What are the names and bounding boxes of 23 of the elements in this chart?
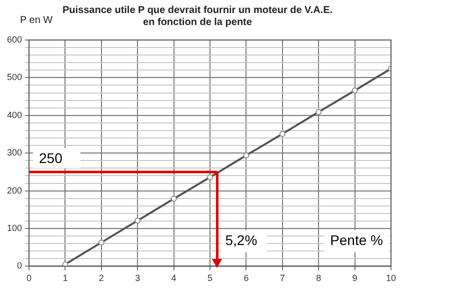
x-tick-label: 10 (386, 273, 396, 284)
x-tick-label: 0 (26, 273, 32, 284)
x-tick-label: 9 (352, 273, 358, 284)
y-tick-label: 200 (6, 185, 22, 196)
x-axis-title: Pente % (330, 232, 383, 248)
x-tick-label: 2 (98, 273, 104, 284)
x-tick-label: 7 (280, 273, 285, 284)
y-tick-label: 0 (17, 260, 22, 271)
y-axis-title: P en W (20, 14, 54, 26)
x-tick-label: 4 (171, 273, 176, 284)
y-tick-label: 600 (6, 34, 22, 44)
y-tick-label: 400 (6, 110, 22, 120)
x-tick-label: 5 (208, 273, 213, 284)
x-tick-label: 8 (316, 273, 322, 284)
x-tick-label: 6 (244, 273, 249, 284)
x-tick-label: 1 (62, 273, 68, 284)
x-tick-label: 3 (135, 273, 140, 284)
y-tick-label: 100 (6, 222, 22, 233)
ref-line-label: 5,2% (225, 232, 258, 248)
y-tick-label: 500 (6, 72, 22, 82)
chart-title: Puissance utile P que devrait fournir un moteur de V.A.E. en fonction de la pente (62, 4, 333, 28)
ref-line-label: 250 (39, 150, 63, 166)
y-tick-label: 300 (6, 148, 22, 158)
